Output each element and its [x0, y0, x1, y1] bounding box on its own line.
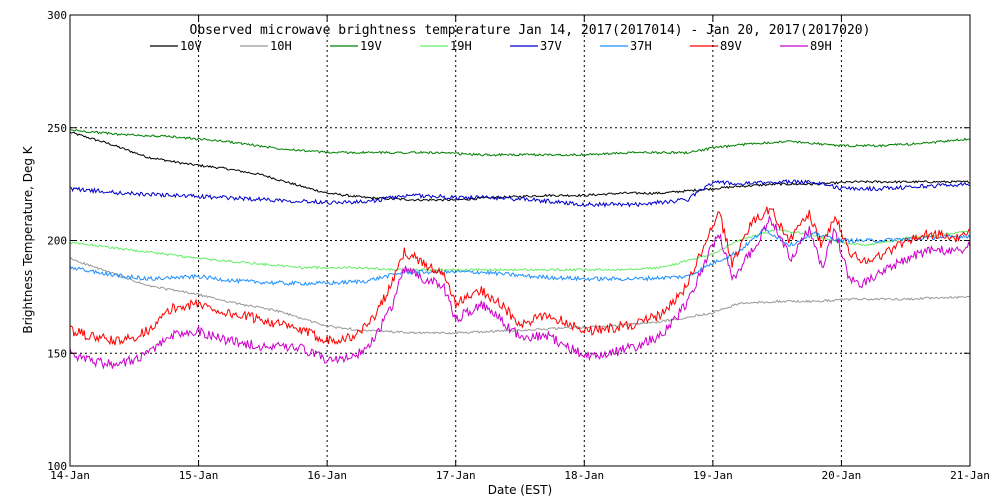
y-axis-title: Brightness Temperature, Deg K: [21, 145, 35, 333]
legend-label-19h: 19H: [450, 39, 472, 53]
series-line-10v: [69, 131, 970, 202]
y-tick-label: 300: [47, 9, 67, 22]
legend-label-37h: 37H: [630, 39, 652, 53]
y-tick-label: 250: [47, 122, 67, 135]
series-line-19h: [69, 228, 971, 272]
series-line-19v: [69, 129, 971, 157]
series-line-37h: [69, 227, 971, 286]
series-layer: [69, 129, 971, 370]
y-tick-label: 200: [47, 235, 67, 248]
x-tick-label: 17-Jan: [436, 469, 476, 482]
series-line-37v: [69, 179, 971, 208]
x-tick-label: 20-Jan: [822, 469, 862, 482]
x-axis-title: Date (EST): [488, 483, 552, 497]
x-tick-label: 14-Jan: [50, 469, 90, 482]
axis-ticks: 14-Jan 15-Jan 16-Jan 17-Jan 18-Jan 19-Jan 20-J…: [47, 9, 990, 482]
legend-label-89v: 89V: [720, 39, 742, 53]
x-tick-label: 19-Jan: [693, 469, 733, 482]
legend-label-89h: 89H: [810, 39, 832, 53]
y-tick-label: 150: [47, 347, 67, 360]
legend: 10V 10H 19V 19H 37V 37H 89V 89H: [150, 39, 832, 53]
x-tick-label: 21-Jan: [950, 469, 990, 482]
series-line-89h: [69, 214, 971, 370]
legend-label-19v: 19V: [360, 39, 382, 53]
legend-label-10h: 10H: [270, 39, 292, 53]
y-tick-label: 100: [47, 460, 67, 473]
x-tick-label: 15-Jan: [179, 469, 219, 482]
legend-label-37v: 37V: [540, 39, 562, 53]
x-tick-label: 16-Jan: [307, 469, 347, 482]
chart-title: Observed microwave brightness temperatur…: [190, 23, 871, 38]
series-line-89v: [69, 206, 971, 346]
x-tick-label: 18-Jan: [564, 469, 604, 482]
series-line-10h: [69, 257, 971, 335]
legend-label-10v: 10V: [180, 39, 202, 53]
